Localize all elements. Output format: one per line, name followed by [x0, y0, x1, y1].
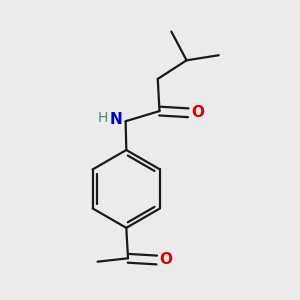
Text: H: H [98, 111, 109, 125]
Text: N: N [110, 112, 122, 127]
Text: O: O [160, 252, 173, 267]
Text: O: O [191, 105, 204, 120]
